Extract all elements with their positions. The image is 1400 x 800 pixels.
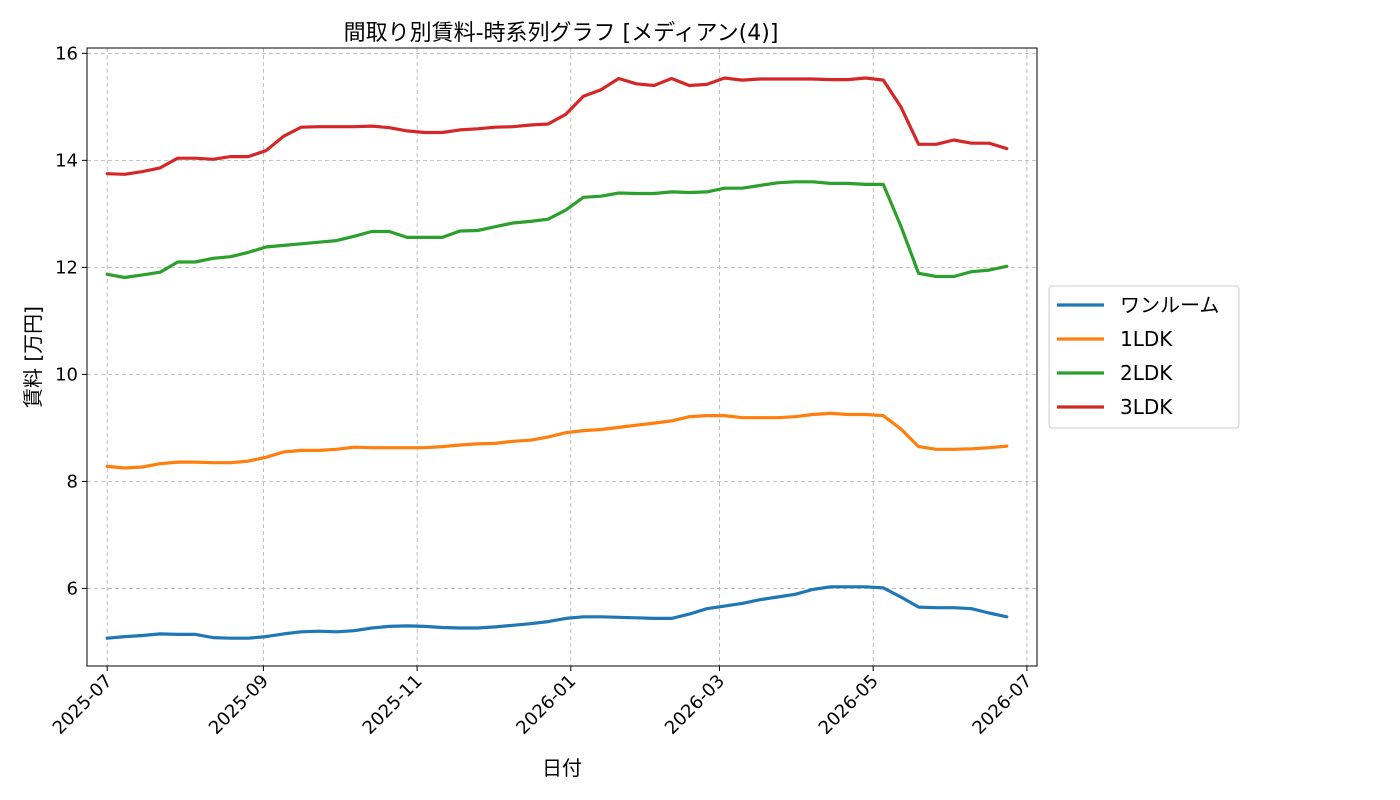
y-tick-label: 14 <box>55 150 78 171</box>
y-tick-label: 6 <box>67 578 78 599</box>
series-line <box>105 180 1009 280</box>
legend-box <box>1048 285 1240 429</box>
series-line <box>105 585 1009 640</box>
series-line <box>105 76 1009 176</box>
legend-label: 3LDK <box>1120 395 1173 419</box>
legend-label: 1LDK <box>1120 327 1173 351</box>
series-layer <box>105 76 1009 640</box>
y-tick-label: 16 <box>55 43 78 64</box>
y-axis-label: 賃料 [万円] <box>21 306 45 408</box>
chart-title: 間取り別賃料-時系列グラフ [メディアン(4)] <box>344 21 779 46</box>
y-tick-label: 12 <box>55 257 78 278</box>
legend-items: ワンルーム 1LDK 2LDK 3LDK <box>1057 293 1219 419</box>
legend: ワンルーム 1LDK 2LDK 3LDK <box>1048 285 1240 429</box>
series-line <box>105 411 1009 470</box>
x-axis-label: 日付 <box>542 756 582 780</box>
y-tick-label: 10 <box>55 364 78 385</box>
y-tick-label: 8 <box>67 471 78 492</box>
y-axis: 6 8 10 12 14 16 <box>55 43 87 599</box>
legend-label: 2LDK <box>1120 361 1173 385</box>
plot-frame <box>86 47 1038 667</box>
legend-label: ワンルーム <box>1120 293 1219 317</box>
